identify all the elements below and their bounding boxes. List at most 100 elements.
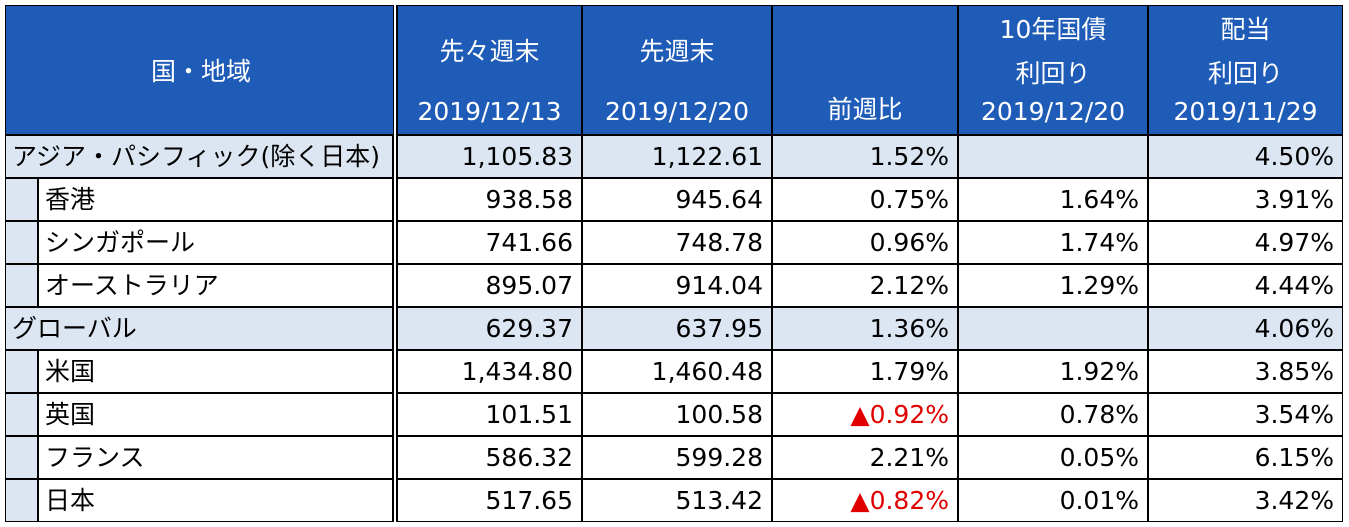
value-text: 1,460.48 xyxy=(651,357,763,386)
value-cell: 1,122.61 xyxy=(582,135,772,178)
value-text: 1,434.80 xyxy=(461,357,573,386)
value-text: 1.64% xyxy=(1059,185,1139,214)
value-text: ▲0.82% xyxy=(850,486,949,515)
value-text: 0.75% xyxy=(869,185,949,214)
row-label: 英国 xyxy=(38,393,393,436)
value-text: ▲0.92% xyxy=(850,400,949,429)
value-text: 938.58 xyxy=(485,185,573,214)
value-text: 2.21% xyxy=(869,443,949,472)
value-cell: 3.42% xyxy=(1148,479,1343,522)
value-cell: 4.06% xyxy=(1148,307,1343,350)
value-cell: 2.21% xyxy=(772,436,958,479)
value-text: 1,105.83 xyxy=(461,142,573,171)
value-text: 629.37 xyxy=(485,314,573,343)
value-text: 1,122.61 xyxy=(651,142,763,171)
label-text: 米国 xyxy=(45,357,96,386)
label-text: アジア・パシフィック(除く日本) xyxy=(12,142,381,171)
label-text: 英国 xyxy=(45,400,96,429)
row-label: グローバル xyxy=(5,307,393,350)
label-text: 日本 xyxy=(45,486,96,515)
value-text: 586.32 xyxy=(485,443,573,472)
value-cell: 513.42 xyxy=(582,479,772,522)
row-label: 香港 xyxy=(38,178,393,221)
value-text: 6.15% xyxy=(1254,443,1334,472)
value-cell: 0.96% xyxy=(772,221,958,264)
indent xyxy=(5,393,38,436)
value-cell: 1,460.48 xyxy=(582,350,772,393)
value-cell: 938.58 xyxy=(397,178,582,221)
value-text: 517.65 xyxy=(485,486,573,515)
separator xyxy=(393,5,397,522)
value-cell: 1.92% xyxy=(958,350,1148,393)
header-text: 利回り xyxy=(1207,58,1283,88)
value-cell: 599.28 xyxy=(582,436,772,479)
label-text: 香港 xyxy=(45,185,96,214)
value-cell: 741.66 xyxy=(397,221,582,264)
label-text: フランス xyxy=(45,443,145,472)
indent xyxy=(5,436,38,479)
header-text: 2019/12/20 xyxy=(980,97,1126,126)
value-cell: 1.29% xyxy=(958,264,1148,307)
value-cell: 100.58 xyxy=(582,393,772,436)
header-cell: 先週末 2019/12/20 xyxy=(582,5,772,135)
value-cell: 1,434.80 xyxy=(397,350,582,393)
value-cell: 748.78 xyxy=(582,221,772,264)
indent xyxy=(5,264,38,307)
value-text: 4.44% xyxy=(1254,271,1334,300)
value-text: 1.74% xyxy=(1059,228,1139,257)
value-text: 3.54% xyxy=(1254,400,1334,429)
value-cell: 0.01% xyxy=(958,479,1148,522)
row-label: シンガポール xyxy=(38,221,393,264)
indent xyxy=(5,178,38,221)
value-cell: 0.78% xyxy=(958,393,1148,436)
header-text: 2019/12/13 xyxy=(417,97,562,126)
row-label: オーストラリア xyxy=(38,264,393,307)
header-cell: 先々週末 2019/12/13 xyxy=(397,5,582,135)
value-text: 513.42 xyxy=(675,486,763,515)
header-text: 先々週末 xyxy=(439,37,540,66)
value-text: 741.66 xyxy=(485,228,573,257)
value-text: 4.50% xyxy=(1254,142,1334,171)
value-text: 914.04 xyxy=(675,271,763,300)
value-cell: ▲0.92% xyxy=(772,393,958,436)
value-text: 3.42% xyxy=(1254,486,1334,515)
value-text: 599.28 xyxy=(675,443,763,472)
value-text: 101.51 xyxy=(485,400,573,429)
header-cell: 国・地域 xyxy=(5,5,397,135)
value-cell: 1,105.83 xyxy=(397,135,582,178)
header-cell: 前週比 xyxy=(772,5,958,135)
value-cell: 945.64 xyxy=(582,178,772,221)
label-text: シンガポール xyxy=(45,228,196,257)
header-text: 2019/12/20 xyxy=(604,97,750,126)
row-label: 日本 xyxy=(38,479,393,522)
value-text: 637.95 xyxy=(675,314,763,343)
value-cell: 4.50% xyxy=(1148,135,1343,178)
value-cell: 3.54% xyxy=(1148,393,1343,436)
value-cell: 914.04 xyxy=(582,264,772,307)
header-text: 配当 xyxy=(1220,15,1271,44)
value-text: 0.96% xyxy=(869,228,949,257)
value-text: 100.58 xyxy=(675,400,763,429)
value-text: 945.64 xyxy=(675,185,763,214)
value-cell xyxy=(958,135,1148,178)
label-text: オーストラリア xyxy=(45,271,219,300)
value-cell: 1.79% xyxy=(772,350,958,393)
label-text: グローバル xyxy=(12,314,137,343)
header-text: 先週末 xyxy=(639,37,715,66)
value-cell: 3.85% xyxy=(1148,350,1343,393)
value-cell: 629.37 xyxy=(397,307,582,350)
header-text: 国・地域 xyxy=(150,57,251,86)
value-text: 0.01% xyxy=(1059,486,1139,515)
indent xyxy=(5,350,38,393)
value-text: 3.85% xyxy=(1254,357,1334,386)
value-cell xyxy=(958,307,1148,350)
value-cell: 2.12% xyxy=(772,264,958,307)
value-cell: 895.07 xyxy=(397,264,582,307)
value-text: 1.92% xyxy=(1059,357,1139,386)
value-cell: 1.74% xyxy=(958,221,1148,264)
value-cell: 517.65 xyxy=(397,479,582,522)
value-cell: 4.44% xyxy=(1148,264,1343,307)
value-text: 1.36% xyxy=(869,314,949,343)
value-text: 1.79% xyxy=(869,357,949,386)
